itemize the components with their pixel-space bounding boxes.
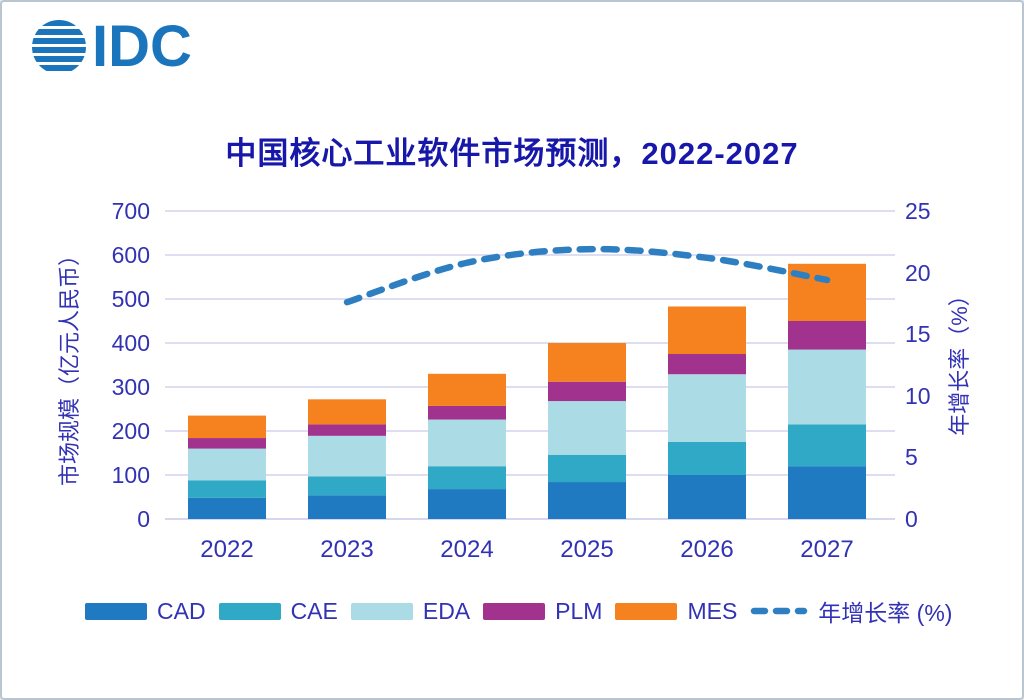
bar-segment-EDA-2027 [788, 349, 866, 425]
legend-item-plm: PLM [483, 598, 602, 625]
idc-logo-text: IDC [92, 14, 192, 79]
left-tick-200: 200 [111, 418, 150, 444]
left-tick-400: 400 [111, 330, 150, 356]
bar-segment-CAD-2027 [788, 466, 866, 519]
right-axis-title: 年增长率（%） [947, 284, 972, 436]
idc-logo: IDC [32, 16, 192, 78]
left-tick-0: 0 [137, 506, 150, 532]
legend-label-cad: CAD [157, 597, 206, 624]
legend-item-mes: MES [615, 598, 737, 625]
bar-segment-CAE-2025 [548, 454, 626, 483]
bar-segment-MES-2026 [668, 306, 746, 354]
right-tick-15: 15 [905, 321, 931, 347]
x-label-2022: 2022 [200, 536, 254, 563]
legend-item-growth-rate: 年增长率 (%) [750, 594, 952, 628]
right-tick-10: 10 [905, 383, 931, 409]
legend-label-cae: CAE [290, 597, 338, 624]
x-label-2026: 2026 [680, 536, 734, 563]
right-tick-0: 0 [905, 506, 918, 532]
right-tick-5: 5 [905, 444, 918, 470]
eda-swatch-icon [350, 602, 413, 620]
bar-segment-CAD-2026 [668, 475, 746, 519]
bar-segment-MES-2022 [188, 415, 266, 439]
bar-segment-CAD-2022 [188, 497, 266, 519]
legend-item-cae: CAE [218, 597, 338, 625]
legend: CAD CAE EDA PLM MES 年增长率 (%) [85, 594, 952, 628]
plm-swatch-icon [483, 602, 546, 620]
legend-label-plm: PLM [555, 597, 603, 624]
idc-globe-icon [32, 20, 86, 74]
x-label-2023: 2023 [320, 536, 374, 563]
bar-segment-CAD-2025 [548, 482, 626, 519]
left-tick-100: 100 [111, 462, 150, 488]
bar-segment-CAE-2026 [668, 442, 746, 475]
x-label-2024: 2024 [440, 536, 494, 563]
cad-swatch-icon [85, 602, 147, 620]
legend-label-mes: MES [687, 597, 738, 624]
left-tick-700: 700 [111, 198, 150, 224]
mes-swatch-icon [615, 602, 678, 620]
bar-segment-CAD-2024 [428, 489, 506, 519]
cae-swatch-icon [218, 602, 281, 620]
bar-segment-CAE-2027 [788, 424, 866, 467]
right-tick-20: 20 [905, 260, 931, 286]
left-tick-500: 500 [111, 286, 150, 312]
legend-item-cad: CAD [85, 598, 206, 625]
legend-label-eda: EDA [422, 597, 471, 624]
bar-segment-CAE-2022 [188, 480, 266, 498]
left-tick-300: 300 [111, 374, 150, 400]
legend-label-growth-rate: 年增长率 (%) [818, 600, 953, 626]
growth-rate-line [343, 245, 831, 306]
bar-segment-EDA-2024 [428, 419, 506, 467]
legend-item-eda: EDA [350, 597, 471, 625]
bar-segment-EDA-2026 [668, 374, 746, 442]
left-axis-title: 市场规模（亿元人民币） [57, 243, 82, 487]
x-label-2025: 2025 [560, 536, 614, 563]
bar-segment-MES-2023 [308, 399, 386, 425]
bar-segment-EDA-2022 [188, 448, 266, 481]
bar-segment-PLM-2026 [668, 354, 746, 375]
chart-title: 中国核心工业软件市场预测，2022-2027 [225, 136, 799, 171]
bar-segment-CAD-2023 [308, 495, 386, 519]
bar-segment-PLM-2025 [548, 381, 626, 402]
bar-segment-PLM-2024 [428, 405, 506, 420]
bar-segment-MES-2025 [548, 343, 626, 382]
bar-segment-MES-2024 [428, 373, 506, 406]
bar-segment-PLM-2027 [788, 321, 866, 350]
bar-segment-EDA-2023 [308, 435, 386, 477]
dashed-line-icon [751, 607, 808, 615]
right-tick-25: 25 [905, 198, 931, 224]
bar-segment-CAE-2023 [308, 476, 386, 496]
bar-segment-CAE-2024 [428, 466, 506, 490]
x-label-2027: 2027 [800, 536, 854, 563]
bar-segment-EDA-2025 [548, 401, 626, 455]
bar-segment-PLM-2022 [188, 438, 266, 449]
left-tick-600: 600 [111, 242, 150, 268]
bar-segment-PLM-2023 [308, 424, 386, 436]
